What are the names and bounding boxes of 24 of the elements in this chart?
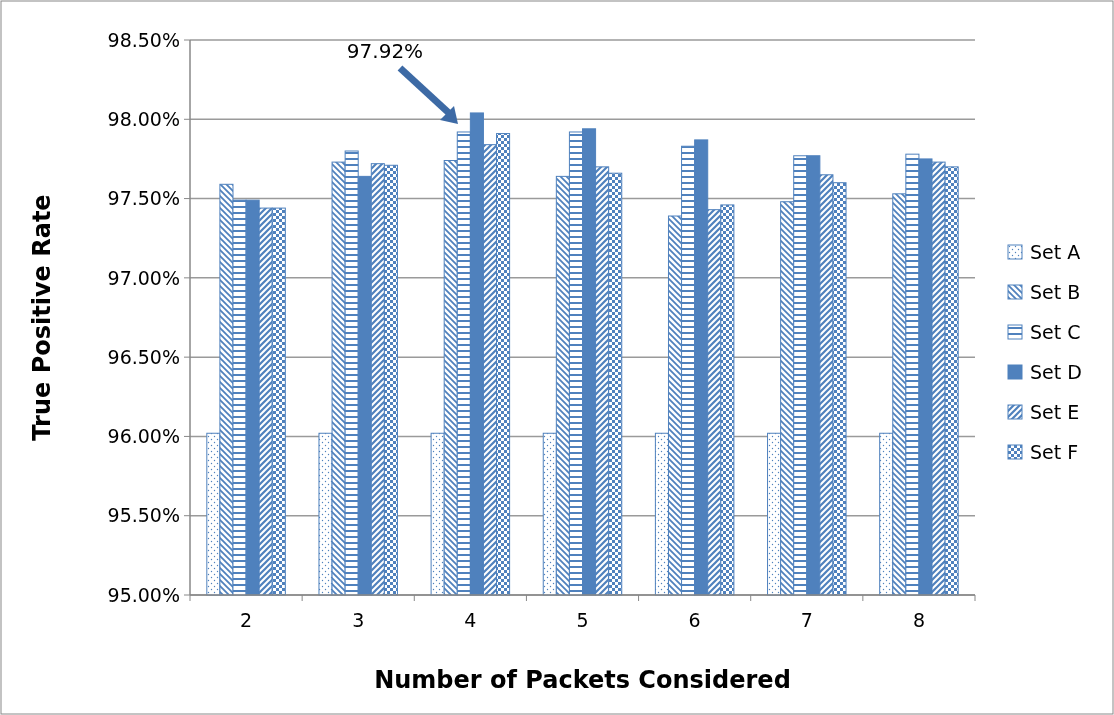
legend-label: Set A — [1030, 240, 1081, 263]
y-tick-label: 95.00% — [107, 583, 180, 606]
y-tick-label: 96.50% — [107, 345, 180, 368]
annotation: 97.92% — [346, 39, 424, 63]
y-tick-label: 96.00% — [107, 425, 180, 448]
y-tick-label: 95.50% — [107, 504, 180, 527]
y-tick-label: 98.00% — [107, 107, 180, 130]
x-tick-label: 5 — [576, 609, 589, 631]
legend-label: Set C — [1030, 320, 1081, 343]
y-tick-label: 97.50% — [107, 187, 180, 210]
x-axis-title: Number of Packets Considered — [374, 666, 791, 694]
x-tick-label: 7 — [800, 609, 813, 631]
y-tick-label: 98.50% — [107, 28, 180, 51]
x-tick-label: 8 — [912, 609, 925, 631]
y-axis-title: True Positive Rate — [28, 194, 56, 441]
x-tick-label: 6 — [688, 609, 701, 631]
x-tick-label: 4 — [464, 609, 477, 631]
legend-label: Set E — [1030, 400, 1080, 423]
x-tick-label: 3 — [352, 609, 365, 631]
x-tick-label: 2 — [240, 609, 253, 631]
legend-label: Set B — [1030, 280, 1081, 303]
y-tick-label: 97.00% — [107, 266, 180, 289]
legend-label: Set F — [1030, 440, 1079, 463]
legend-label: Set D — [1030, 360, 1082, 383]
